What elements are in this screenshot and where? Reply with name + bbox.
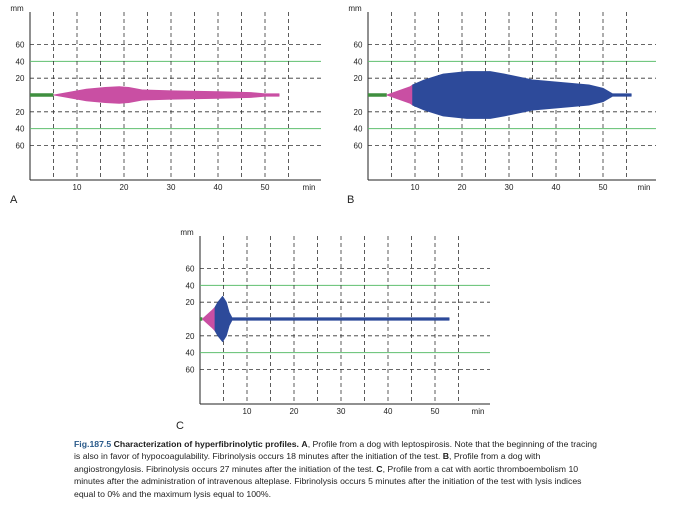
y-tick-label: 60: [16, 41, 25, 50]
x-tick-label: 30: [167, 183, 176, 192]
panel-letter: A: [10, 194, 18, 206]
panel-letter: B: [347, 194, 354, 206]
y-tick-label: 60: [354, 141, 363, 150]
y-tick-label: 40: [186, 349, 195, 358]
tracing-series-1: [386, 84, 414, 106]
x-tick-label: 50: [261, 183, 270, 192]
caption-label-b: B: [442, 451, 450, 462]
caption-text-a: , Profile from a dog with leptospirosis.…: [74, 439, 597, 462]
y-tick-label: 20: [16, 108, 25, 117]
tracing-series-2: [412, 71, 632, 119]
x-tick-label: 40: [552, 183, 561, 192]
tracing-series-2: [214, 295, 450, 343]
panel-c: mm min 60 40 20 20 40 60 10 20 30 40 50 C: [176, 228, 490, 432]
x-tick-label: 10: [243, 407, 252, 416]
x-tick-label: 30: [505, 183, 514, 192]
x-tick-label: 20: [120, 183, 129, 192]
panel-b: mm min 60 40 20 20 40 60 10 20 30 40 50 B: [347, 4, 656, 206]
caption-label-c: C: [376, 463, 383, 474]
x-tick-label: 10: [411, 183, 420, 192]
y-tick-label: 60: [186, 265, 195, 274]
y-tick-label: 20: [186, 332, 195, 341]
y-unit-label: mm: [348, 4, 362, 13]
x-unit-label: min: [638, 183, 651, 192]
x-tick-label: 40: [214, 183, 223, 192]
caption-text-c: , Profile from a cat with aortic thrombo…: [74, 463, 582, 499]
y-tick-label: 20: [16, 74, 25, 83]
y-tick-label: 60: [16, 141, 25, 150]
caption-title: Characterization of hyperfibrinolytic pr…: [113, 439, 299, 449]
x-tick-label: 20: [458, 183, 467, 192]
x-tick-label: 50: [431, 407, 440, 416]
y-tick-label: 60: [186, 365, 195, 374]
x-unit-label: min: [303, 183, 316, 192]
y-tick-label: 20: [354, 74, 363, 83]
x-tick-label: 30: [337, 407, 346, 416]
y-tick-label: 40: [16, 57, 25, 66]
y-tick-label: 40: [354, 125, 363, 134]
y-unit-label: mm: [180, 228, 194, 237]
y-tick-label: 60: [354, 41, 363, 50]
caption-text-b: , Profile from a dog with angiostrongylo…: [74, 451, 541, 474]
panel-a: mm min 60 40 20 20 40 60 10 20 30 40 50 A: [10, 4, 321, 206]
x-unit-label: min: [472, 407, 485, 416]
y-tick-label: 20: [186, 298, 195, 307]
caption-fig-number: Fig.187.5: [74, 439, 112, 449]
y-tick-label: 40: [186, 281, 195, 290]
tracing-series-1: [53, 86, 280, 104]
panel-letter: C: [176, 420, 184, 432]
x-tick-label: 10: [73, 183, 82, 192]
tracing-series-1: [201, 306, 216, 332]
x-tick-label: 40: [384, 407, 393, 416]
figure-caption: Fig.187.5 Characterization of hyperfibri…: [74, 438, 599, 500]
y-tick-label: 40: [354, 57, 363, 66]
x-tick-label: 50: [599, 183, 608, 192]
y-tick-label: 40: [16, 125, 25, 134]
caption-label-a: A: [301, 439, 308, 449]
y-tick-label: 20: [354, 108, 363, 117]
y-unit-label: mm: [10, 4, 24, 13]
x-tick-label: 20: [290, 407, 299, 416]
